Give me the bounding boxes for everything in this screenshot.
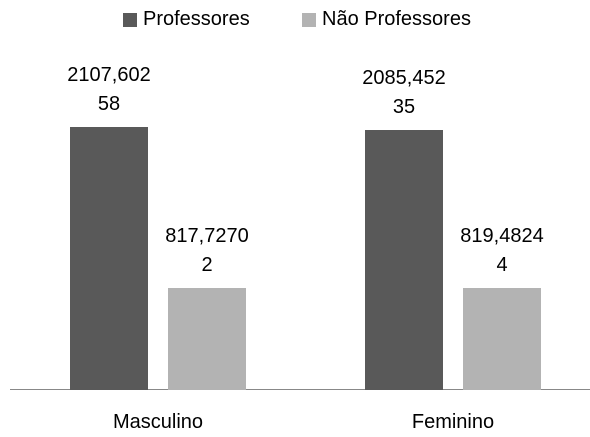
- bar: [168, 287, 246, 390]
- baseline: [10, 389, 590, 390]
- legend-swatch: [302, 13, 316, 27]
- x-tick-label: Feminino: [411, 411, 495, 433]
- value-label: 2085,45235: [362, 66, 446, 118]
- bar: [70, 127, 148, 390]
- value-label: 817,72702: [165, 224, 249, 276]
- x-tick-label: Masculino: [112, 411, 204, 433]
- value-label: 819,48244: [460, 224, 544, 276]
- bar: [463, 287, 541, 390]
- legend-label: Professores: [143, 8, 250, 30]
- legend-label: Não Professores: [322, 8, 471, 30]
- value-label: 2107,60258: [67, 64, 151, 115]
- bar: [365, 129, 443, 390]
- legend-swatch: [123, 13, 137, 27]
